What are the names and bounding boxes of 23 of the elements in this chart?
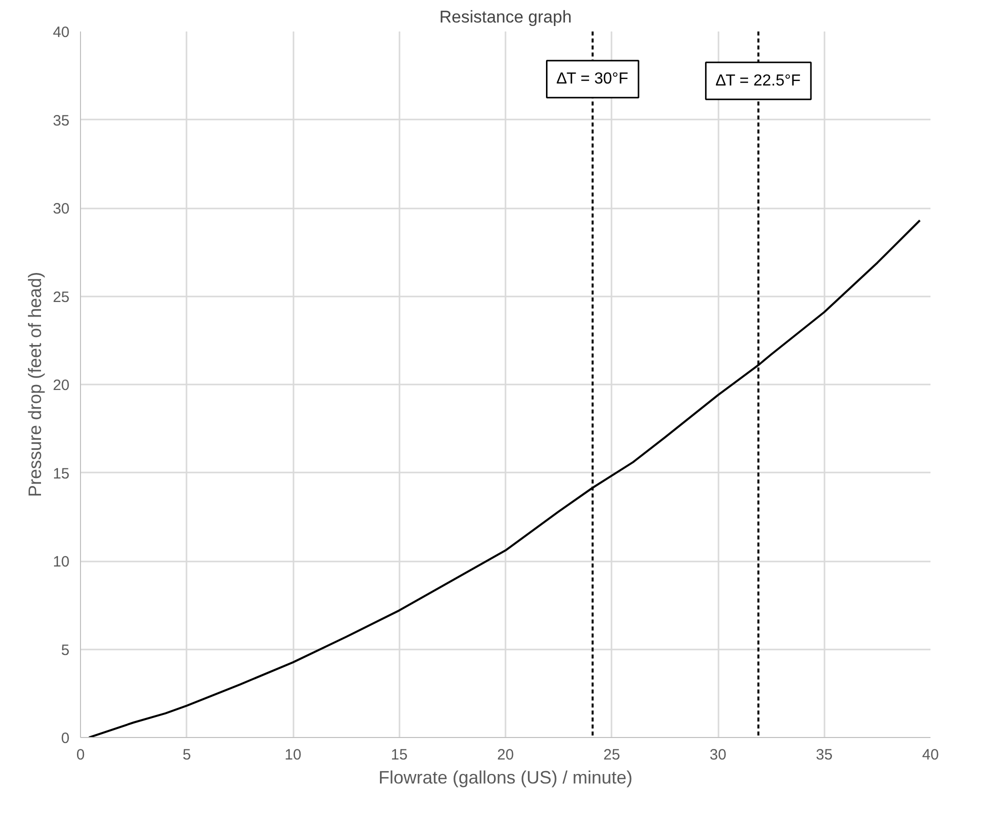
x-tick-label: 40: [922, 746, 939, 764]
y-tick-label: 35: [52, 112, 70, 130]
y-tick-label: 40: [52, 24, 70, 41]
annotation: ∆T = 22.5°F: [716, 72, 801, 90]
y-tick-label: 15: [52, 465, 70, 482]
y-tick-label: 10: [52, 554, 70, 570]
x-tick-label: 25: [603, 746, 620, 764]
x-tick-label: 30: [710, 746, 726, 764]
annotation: ∆T = 30°F: [556, 70, 628, 88]
x-tick-label: 5: [182, 746, 191, 764]
x-axis-title: Flowrate (gallons (US) / minute): [378, 768, 633, 788]
y-tick-label: 25: [52, 288, 70, 306]
y-tick-label: 5: [61, 642, 70, 659]
x-tick-label: 35: [816, 746, 833, 764]
x-tick-label: 20: [497, 746, 514, 764]
y-tick-label: 20: [52, 377, 70, 394]
y-axis-title: Pressure drop (feet of head): [24, 272, 45, 498]
y-tick-label: 30: [52, 200, 70, 218]
x-tick-label: 0: [76, 746, 85, 764]
x-tick-label: 15: [390, 746, 408, 764]
chart-title: Resistance graph: [439, 8, 572, 26]
x-tick-label: 10: [284, 746, 302, 764]
y-tick-label: 0: [61, 730, 70, 747]
